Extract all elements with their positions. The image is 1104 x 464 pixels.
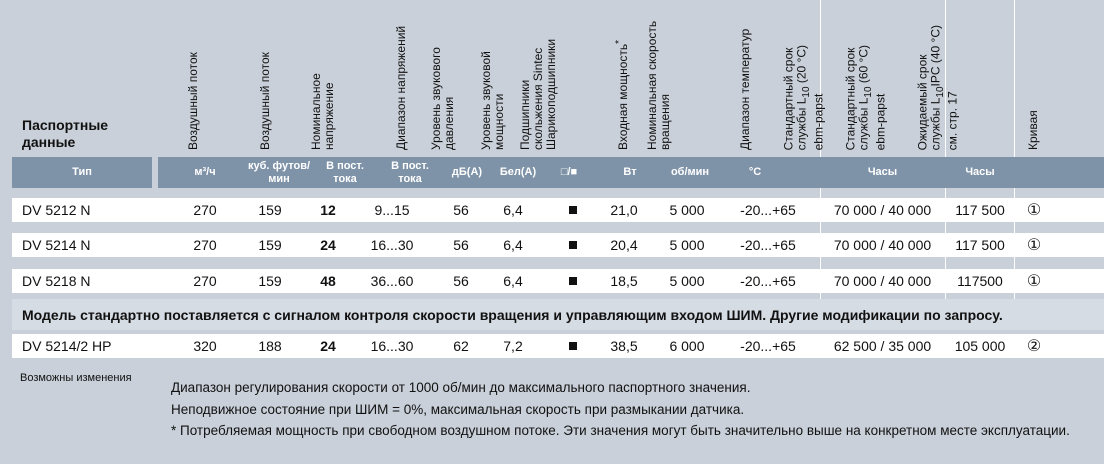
cell-exp: 117 500 (955, 237, 1005, 253)
cell-bela: 7,2 (503, 338, 523, 354)
separator-life (820, 0, 821, 300)
unit-bar-main (158, 157, 1104, 188)
col-expected-life: Ожидаемый срок службы L10IPC (40 °C) см.… (915, 24, 960, 150)
footnote-pwm: Неподвижное состояние при ШИМ = 0%, макс… (171, 402, 745, 417)
curve-2-icon: ② (1026, 338, 1042, 355)
col-sound-power: Уровень звуковой мощности (479, 51, 506, 150)
cell-m3h: 320 (193, 338, 217, 354)
cell-bela: 6,4 (503, 202, 523, 218)
ball-bearing-icon (548, 233, 598, 257)
cell-rpm: 5 000 (669, 237, 705, 253)
unit-rpm: об/мин (670, 166, 710, 178)
col-nominal-speed: Номинальная скорость вращения (645, 20, 672, 150)
unit-w: Вт (623, 166, 637, 178)
unit-hours-life: Часы (867, 166, 898, 178)
cell-range: 36...60 (370, 273, 414, 289)
unit-bela: Бел(А) (499, 166, 537, 178)
cell-temp: -20...+65 (740, 202, 796, 218)
cell-exp: 105 000 (954, 338, 1006, 354)
col-life-60: Стандартный срок службы L10 (60 °C) ebm-… (843, 44, 888, 150)
cell-nominal: 12 (320, 202, 336, 218)
unit-vdc-nominal: В пост. тока (326, 159, 364, 185)
unit-m3h: м³/ч (194, 166, 216, 178)
cell-cfm: 159 (258, 273, 282, 289)
unit-bar-left (12, 157, 152, 188)
col-life-20: Стандартный срок службы L10 (20 °C) ebm-… (781, 44, 826, 150)
cell-rpm: 5 000 (669, 273, 705, 289)
cell-temp: -20...+65 (740, 273, 796, 289)
cell-power: 21,0 (610, 202, 638, 218)
separator-curve (1014, 0, 1015, 300)
cell-power: 18,5 (610, 273, 638, 289)
cell-power: 38,5 (610, 338, 638, 354)
cell-type: DV 5212 N (22, 202, 91, 218)
cell-type: DV 5214 N (22, 237, 91, 253)
changes-note: Возможны изменения (20, 372, 132, 384)
cell-m3h: 270 (193, 237, 217, 253)
cell-temp: -20...+65 (740, 338, 796, 354)
cell-cfm: 159 (258, 202, 282, 218)
cell-life: 70 000 / 40 000 (833, 237, 932, 253)
unit-type: Тип (72, 166, 92, 178)
cell-nominal: 48 (320, 273, 336, 289)
unit-vdc-range: В пост. тока (391, 159, 429, 185)
table-row (12, 233, 1104, 257)
cell-life: 70 000 / 40 000 (833, 273, 932, 289)
table-row (12, 198, 1104, 222)
cell-rpm: 6 000 (669, 338, 705, 354)
cell-temp: -20...+65 (740, 237, 796, 253)
separator-exp (945, 0, 946, 300)
cell-life: 62 500 / 35 000 (833, 338, 932, 354)
cell-power: 20,4 (610, 237, 638, 253)
unit-hours-exp: Часы (965, 166, 995, 178)
unit-dba: дБ(А) (451, 166, 483, 178)
col-nominal-voltage: Номинальное напряжение (309, 73, 336, 150)
ball-bearing-icon (548, 334, 598, 358)
col-airflow-m3: Воздушный поток (186, 52, 200, 150)
cell-cfm: 159 (258, 237, 282, 253)
cell-dba: 56 (453, 273, 469, 289)
cell-range: 9...15 (374, 202, 410, 218)
cell-dba: 56 (453, 237, 469, 253)
cell-m3h: 270 (193, 202, 217, 218)
col-sound-pressure: Уровень звукового давления (429, 47, 456, 150)
curve-1-icon: ① (1026, 273, 1042, 290)
model-note: Модель стандартно поставляется с сигнало… (12, 299, 1104, 330)
cell-nominal: 24 (320, 338, 336, 354)
section-title: Паспортные данные (22, 117, 109, 150)
cell-life: 70 000 / 40 000 (833, 202, 932, 218)
ball-bearing-icon (548, 269, 598, 293)
unit-cfm: куб. футов/ мин (247, 159, 311, 185)
curve-1-icon: ① (1026, 237, 1042, 254)
cell-cfm: 188 (258, 338, 282, 354)
cell-exp: 117 500 (955, 202, 1005, 218)
cell-nominal: 24 (320, 237, 336, 253)
cell-m3h: 270 (193, 273, 217, 289)
cell-dba: 62 (453, 338, 469, 354)
unit-deg: °C (748, 166, 762, 178)
cell-type: DV 5218 N (22, 273, 91, 289)
cell-bela: 6,4 (503, 273, 523, 289)
col-input-power: Входная мощность* (614, 39, 630, 150)
col-curve: Кривая (1026, 110, 1040, 150)
table-row (12, 269, 1104, 293)
cell-type: DV 5214/2 HP (22, 338, 112, 354)
col-bearings: Подшипники скольжения Sintec Шарикоподшипн… (518, 38, 558, 150)
footnote-power: * Потребляемая мощность при свободном во… (171, 423, 1070, 438)
curve-1-icon: ① (1026, 202, 1042, 219)
cell-exp: 117500 (957, 273, 1003, 289)
unit-bearing-icons: □/■ (560, 166, 578, 178)
cell-range: 16...30 (370, 237, 414, 253)
ball-bearing-icon (548, 198, 598, 222)
cell-dba: 56 (453, 202, 469, 218)
cell-bela: 6,4 (503, 237, 523, 253)
footnote-speed-range: Диапазон регулирования скорости от 1000 … (171, 380, 751, 395)
col-airflow-cfm: Воздушный поток (258, 52, 272, 150)
table-row (12, 334, 1104, 358)
cell-rpm: 5 000 (669, 202, 705, 218)
cell-range: 16...30 (370, 338, 414, 354)
col-voltage-range: Диапазон напряжений (394, 25, 408, 150)
col-temp-range: Диапазон температур (738, 28, 752, 150)
